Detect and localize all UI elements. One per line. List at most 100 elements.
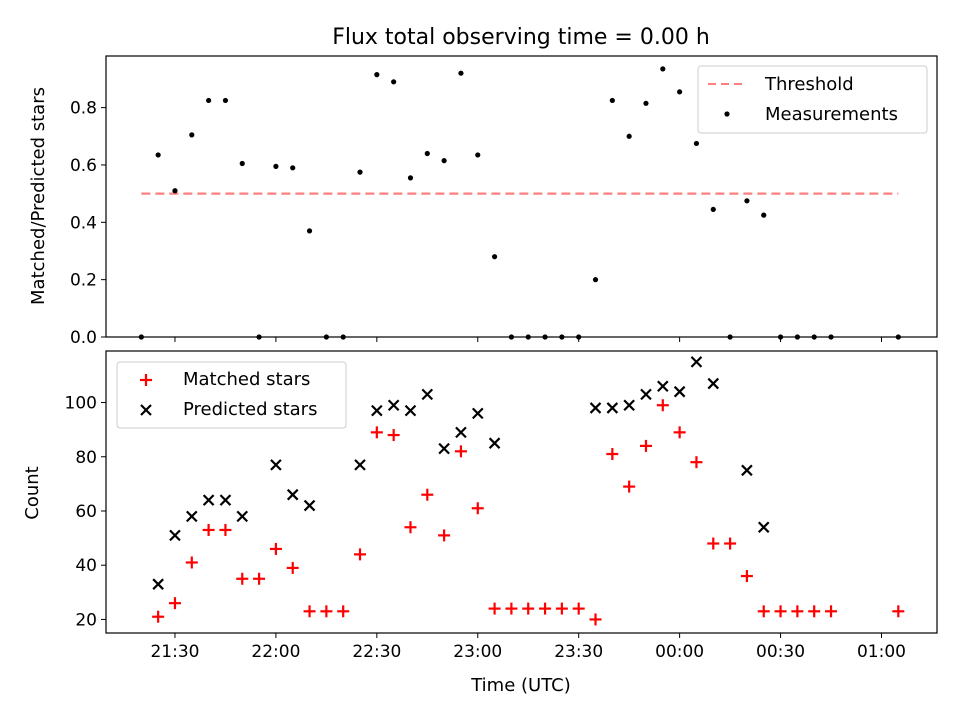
predicted-star-point xyxy=(757,521,770,534)
matched-star-point xyxy=(589,613,602,626)
matched-stars-legend-swatch xyxy=(140,374,152,386)
matched-star-point xyxy=(639,439,652,452)
matched-star-point xyxy=(219,523,232,536)
matched-star-point xyxy=(286,561,299,574)
predicted-star-point xyxy=(707,377,720,390)
matched-star-point xyxy=(707,537,720,550)
matched-star-point xyxy=(471,502,484,515)
predicted-star-point xyxy=(169,529,181,542)
predicted-star-point xyxy=(623,399,635,412)
bottom-y-tick-label: 60 xyxy=(75,502,97,522)
predicted-star-point xyxy=(202,494,215,506)
matched-star-point xyxy=(740,570,753,583)
bottom-chart-frame xyxy=(105,350,938,634)
top-legend-box xyxy=(697,65,928,134)
matched-star-point xyxy=(757,605,770,618)
matched-star-point xyxy=(555,602,568,615)
predicted-star-point xyxy=(438,442,450,455)
matched-star-point xyxy=(387,429,400,442)
predicted-star-point xyxy=(152,578,164,590)
measurement-point xyxy=(693,140,700,147)
top-y-tick-label: 0.8 xyxy=(70,99,97,119)
measurement-point xyxy=(475,152,481,158)
bottom-y-tick-label: 20 xyxy=(75,610,97,630)
bottom-x-tick-label: 21:30 xyxy=(150,642,199,662)
bottom-chart-ticks: 20 40 60 80 100 21:30 22:00 22:30 23:00 23:30 00:0… xyxy=(65,394,906,662)
bottom-y-tick-label: 40 xyxy=(75,556,97,576)
bottom-chart-legend: Matched stars Predicted stars xyxy=(116,361,347,429)
predicted-stars-legend-swatch xyxy=(140,404,152,416)
matched-star-point xyxy=(354,548,367,561)
measurement-point xyxy=(172,188,178,194)
measurement-point xyxy=(592,277,599,283)
matched-star-point xyxy=(421,488,434,501)
matched-star-point xyxy=(539,602,552,615)
predicted-star-point xyxy=(303,499,316,512)
predicted-star-point xyxy=(640,388,652,401)
matched-star-point xyxy=(623,480,636,493)
predicted-star-point xyxy=(404,404,417,417)
predicted-star-point xyxy=(354,459,366,471)
measurement-point xyxy=(626,133,632,139)
top-y-tick-label: 0.2 xyxy=(70,271,97,291)
bottom-x-tick-label: 00:30 xyxy=(756,642,805,662)
matched-star-point xyxy=(505,602,518,615)
matched-star-point xyxy=(269,542,282,555)
threshold-legend-label: Threshold xyxy=(764,74,854,95)
bottom-x-tick-label: 23:00 xyxy=(453,642,502,662)
matched-star-point xyxy=(152,610,165,623)
matched-star-point xyxy=(606,448,619,461)
predicted-star-point xyxy=(387,399,400,412)
matched-star-point xyxy=(892,605,905,618)
measurement-point xyxy=(239,160,245,167)
matched-star-point xyxy=(236,572,249,585)
matched-star-point xyxy=(320,605,333,618)
top-y-tick-label: 0.6 xyxy=(70,156,97,176)
matched-star-point xyxy=(673,426,686,439)
matched-star-point xyxy=(488,602,501,615)
matched-star-point xyxy=(303,605,316,618)
measurement-point xyxy=(643,100,649,106)
matched-star-point xyxy=(185,556,198,569)
matched-star-point xyxy=(438,529,451,542)
measurements-legend-label: Measurements xyxy=(765,104,898,125)
matched-stars-legend-label: Matched stars xyxy=(183,369,310,390)
predicted-star-point xyxy=(606,402,619,414)
top-chart-legend: Threshold Measurements xyxy=(697,65,928,134)
predicted-star-point xyxy=(657,380,669,393)
bottom-x-tick-label: 00:00 xyxy=(655,642,704,662)
bottom-x-tick-label: 01:00 xyxy=(857,642,906,662)
predicted-star-point xyxy=(186,510,198,523)
measurements-legend-swatch xyxy=(724,111,730,117)
predicted-star-point xyxy=(741,464,753,477)
measurement-point xyxy=(391,79,397,85)
measurement-point xyxy=(222,97,229,104)
bottom-chart-plot-area xyxy=(135,356,905,626)
measurement-point xyxy=(407,175,414,181)
measurement-point xyxy=(660,66,666,72)
predicted-star-point xyxy=(455,426,467,439)
bottom-x-tick-label: 23:30 xyxy=(554,642,603,662)
measurement-point xyxy=(273,163,279,169)
top-chart-title: Flux total observing time = 0.00 h xyxy=(332,25,710,50)
top-chart-frame xyxy=(105,55,938,338)
matched-star-point xyxy=(825,605,838,618)
predicted-star-point xyxy=(236,510,249,523)
top-chart-plot-area xyxy=(138,66,901,340)
measurement-point xyxy=(189,132,195,138)
measurement-point xyxy=(357,169,363,175)
matched-star-point xyxy=(774,605,787,618)
measurement-point xyxy=(290,165,296,171)
predicted-star-point xyxy=(421,388,434,401)
predicted-star-point xyxy=(286,488,299,501)
measurement-point xyxy=(206,97,212,104)
matched-star-point xyxy=(202,523,215,536)
measurement-point xyxy=(677,89,683,95)
measurement-point xyxy=(761,212,767,218)
matched-star-point xyxy=(168,597,181,610)
measurement-point xyxy=(458,70,464,76)
matched-star-point xyxy=(808,605,821,618)
measurement-point xyxy=(710,206,716,213)
measurement-point xyxy=(744,198,750,204)
